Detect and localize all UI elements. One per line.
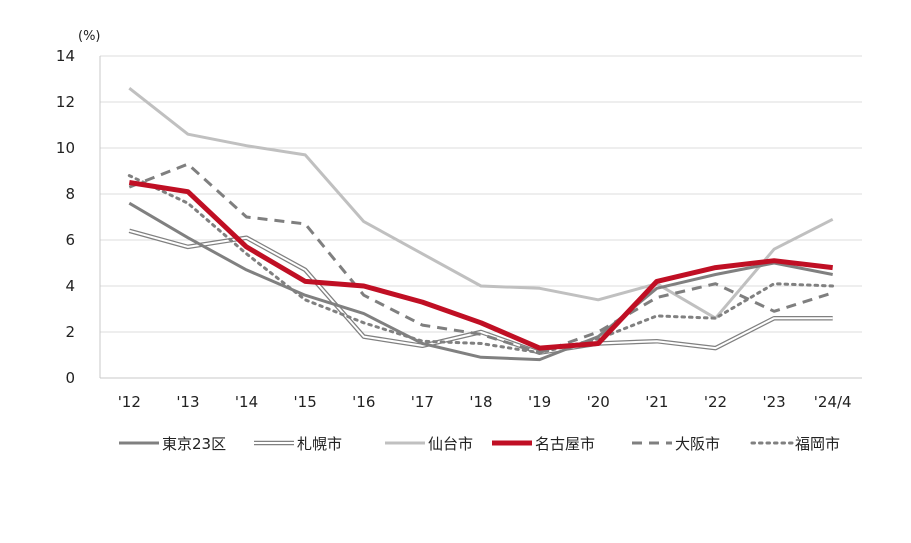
x-tick-labels: '12 '13 '14 '15 '16 '17 '18 '19 '20 '21 '22 '23 '24/… [118,393,852,411]
x-tick-label: '22 [704,393,727,411]
series-2 [128,87,834,320]
series-line-outer [128,228,833,355]
axes [99,56,862,379]
series-line [128,162,834,355]
x-tick-label: '24/4 [814,393,852,411]
legend-item: 名古屋市 [492,435,595,453]
series-lines [127,87,835,362]
legend-label: 仙台市 [428,435,473,453]
x-tick-label: '23 [762,393,785,411]
y-tick-label: 2 [65,323,75,341]
y-tick-label: 14 [56,47,75,65]
y-tick-label: 4 [65,277,75,295]
legend-item: 東京23区 [119,435,226,453]
y-tick-labels: 0 2 4 6 8 10 12 14 [56,47,75,387]
x-tick-label: '19 [528,393,551,411]
series-line [128,87,834,320]
legend: 東京23区 札幌市 仙台市 名古屋市 大阪市 福岡市 [119,435,840,453]
y-tick-label: 10 [56,139,75,157]
legend-label: 名古屋市 [535,435,595,453]
y-tick-label: 6 [65,231,75,249]
legend-label: 札幌市 [297,435,342,453]
y-tick-label: 0 [65,369,75,387]
series-4 [128,162,834,355]
y-tick-label: 8 [65,185,75,203]
x-tick-label: '20 [587,393,610,411]
x-tick-label: '18 [469,393,492,411]
x-tick-label: '21 [645,393,668,411]
x-tick-label: '13 [176,393,199,411]
x-tick-label: '14 [235,393,258,411]
y-tick-label: 12 [56,93,75,111]
series-1 [128,228,833,355]
legend-label: 大阪市 [675,435,720,453]
series-line [128,201,833,362]
series-0 [128,201,833,362]
gridlines [100,55,862,333]
legend-item: 仙台市 [385,435,473,453]
legend-item: 福岡市 [750,435,840,453]
x-tick-label: '16 [352,393,375,411]
series-line-inner [129,229,833,354]
legend-label: 福岡市 [795,435,840,453]
series-5 [127,174,835,355]
series-3 [128,180,833,351]
x-tick-label: '17 [411,393,434,411]
x-tick-label: '15 [294,393,317,411]
x-tick-label: '12 [118,393,141,411]
series-line [128,180,833,351]
series-line [127,174,835,355]
legend-label: 東京23区 [162,435,226,453]
y-unit-label: (%) [78,29,101,44]
legend-item: 札幌市 [254,435,342,453]
legend-item: 大阪市 [632,435,720,453]
